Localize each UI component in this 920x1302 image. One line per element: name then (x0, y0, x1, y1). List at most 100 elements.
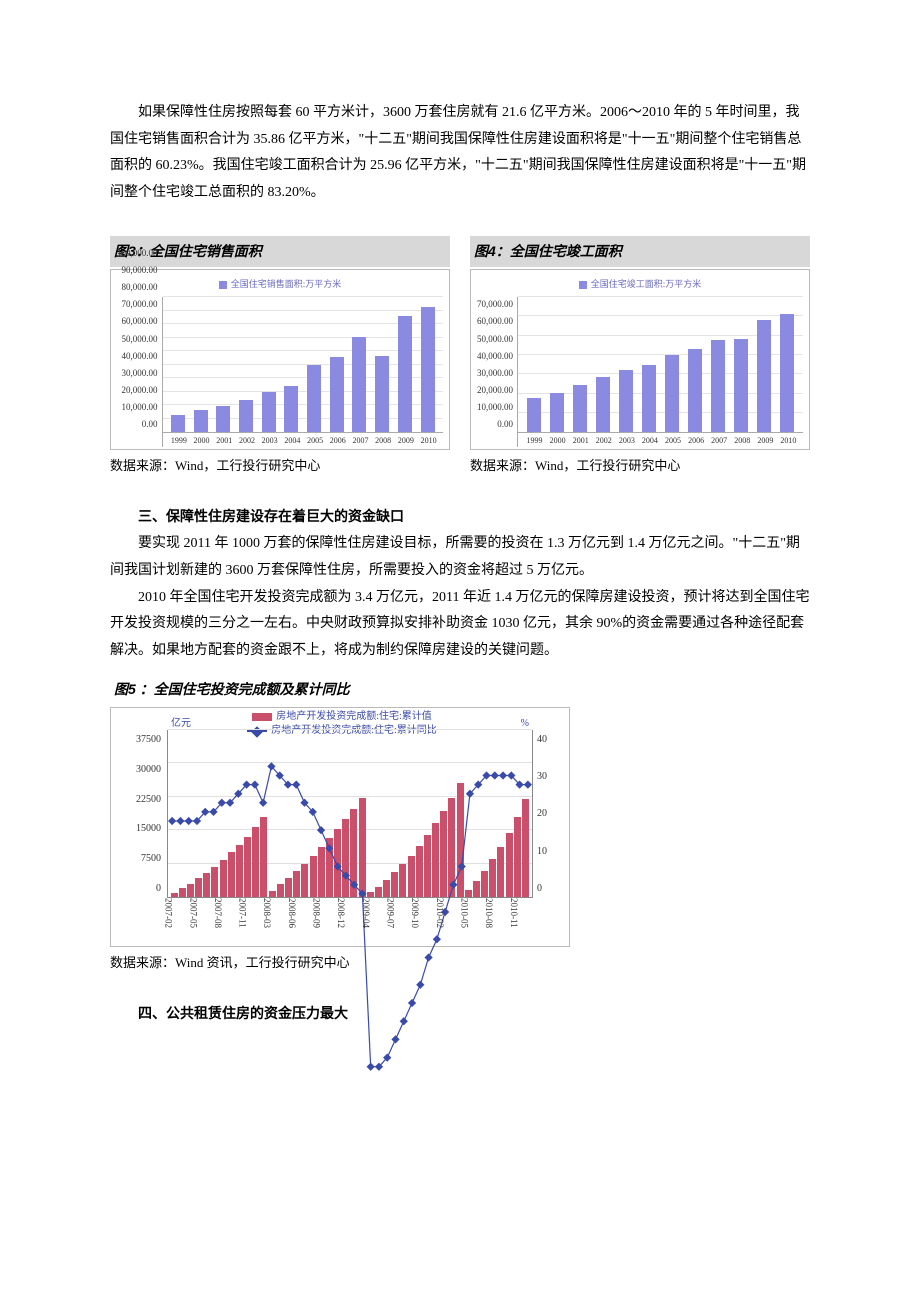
chart5-plot (167, 730, 533, 898)
chart4-legend-text: 全国住宅竣工面积:万平方米 (591, 279, 702, 289)
y-tick: 10,000.00 (117, 399, 158, 416)
chart4-y-axis: 0.0010,000.0020,000.0030,000.0040,000.00… (477, 297, 517, 447)
x-tick: 2007-11 (244, 898, 251, 942)
bar (573, 385, 587, 432)
x-tick: 2010 (421, 433, 435, 447)
y-tick: 40,000.00 (117, 348, 158, 365)
bar (239, 400, 253, 432)
bar (734, 339, 748, 433)
x-tick: 2007-08 (219, 898, 226, 942)
x-tick: 2009 (398, 433, 412, 447)
x-tick: 2005 (307, 433, 321, 447)
bar (216, 406, 230, 432)
chart5-bar-swatch (252, 713, 272, 721)
bar (284, 386, 298, 432)
y-right-tick: 40 (537, 730, 561, 749)
x-tick: 2000 (194, 433, 208, 447)
bar (550, 393, 564, 433)
y-right-tick: 0 (537, 879, 561, 898)
document-page: 如果保障性住房按照每套 60 平方米计，3600 万套住房就有 21.6 亿平方… (0, 0, 920, 1108)
chart5-y-left: 0750015000225003000037500 (119, 730, 161, 898)
chart3-x-axis: 1999200020012002200320042005200620072008… (163, 433, 444, 447)
bar (642, 365, 656, 433)
x-tick: 2005 (665, 433, 679, 447)
y-tick: 80,000.00 (117, 279, 158, 296)
bar (757, 320, 771, 432)
paragraph-1: 如果保障性住房按照每套 60 平方米计，3600 万套住房就有 21.6 亿平方… (110, 100, 810, 206)
x-tick: 2008-09 (318, 898, 325, 942)
x-tick: 2007-05 (194, 898, 201, 942)
x-tick: 2002 (596, 433, 610, 447)
chart5-wrap: 图5 ：全国住宅投资完成额及累计同比 亿元 % 房地产开发投资完成额:住宅:累计… (110, 674, 570, 975)
x-tick: 2002 (239, 433, 253, 447)
x-tick: 2009-10 (416, 898, 423, 942)
x-tick: 2009-04 (367, 898, 374, 942)
chart4-plot: 1999200020012002200320042005200620072008… (517, 297, 803, 447)
y-tick: 60,000.00 (117, 313, 158, 330)
chart5-title: 图5 ：全国住宅投资完成额及累计同比 (110, 674, 570, 705)
bar (711, 340, 725, 433)
chart5-legend-bar: 房地产开发投资完成额:住宅:累计值 (276, 711, 432, 722)
x-tick: 2010-11 (515, 898, 522, 942)
x-tick: 2010-08 (490, 898, 497, 942)
bar (330, 357, 344, 432)
chart4-source: 数据来源：Wind，工行投行研究中心 (470, 454, 810, 479)
x-tick: 2004 (284, 433, 298, 447)
chart3-plot: 1999200020012002200320042005200620072008… (162, 297, 444, 447)
chart3-y-axis: 0.0010,000.0020,000.0030,000.0040,000.00… (117, 297, 162, 447)
y-tick: 30,000.00 (117, 365, 158, 382)
x-tick: 2006 (688, 433, 702, 447)
bar (619, 370, 633, 432)
chart3-legend: 全国住宅销售面积:万平方米 (117, 276, 443, 293)
chart4-legend: 全国住宅竣工面积:万平方米 (477, 276, 803, 293)
y-tick: 100,000.00 (117, 245, 158, 262)
y-left-tick: 15000 (119, 819, 161, 838)
x-tick: 1999 (527, 433, 541, 447)
charts-row-3-4: 图3：全国住宅销售面积 全国住宅销售面积:万平方米 0.0010,000.002… (110, 236, 810, 478)
y-left-tick: 7500 (119, 849, 161, 868)
y-tick: 50,000.00 (117, 331, 158, 348)
chart4-title: 图4：全国住宅竣工面积 (470, 236, 810, 267)
chart4-bars (518, 297, 803, 432)
chart3-legend-swatch (219, 281, 227, 289)
heading-3: 三、保障性住房建设存在着巨大的资金缺口 (110, 505, 810, 532)
x-tick: 2008 (375, 433, 389, 447)
bar (262, 392, 276, 432)
x-tick: 2008-03 (268, 898, 275, 942)
x-tick: 2004 (642, 433, 656, 447)
y-tick: 70,000.00 (477, 296, 513, 313)
x-tick: 2008-06 (293, 898, 300, 942)
x-tick: 2008-12 (342, 898, 349, 942)
y-right-tick: 30 (537, 767, 561, 786)
x-tick: 2006 (330, 433, 344, 447)
chart3-title: 图3：全国住宅销售面积 (110, 236, 450, 267)
x-tick: 2000 (550, 433, 564, 447)
x-tick: 2009 (757, 433, 771, 447)
bar (665, 355, 679, 432)
bar (421, 307, 435, 433)
chart5-y-right: 0 10 20 30 40 (537, 730, 561, 898)
bar (780, 314, 794, 432)
x-tick: 2007-02 (170, 898, 177, 942)
bar (375, 356, 389, 432)
y-left-tick: 30000 (119, 760, 161, 779)
chart4-legend-swatch (579, 281, 587, 289)
y-tick: 0.00 (117, 416, 158, 433)
y-right-tick: 20 (537, 804, 561, 823)
x-tick: 2010-05 (465, 898, 472, 942)
y-tick: 60,000.00 (477, 313, 513, 330)
y-tick: 90,000.00 (117, 262, 158, 279)
chart5-x-axis: 2007-02 2007-05 2007-08 2007-11 2008-03 2008-… (167, 898, 533, 942)
x-tick: 1999 (171, 433, 185, 447)
bar (171, 415, 185, 433)
bar (352, 337, 366, 432)
y-right-tick: 10 (537, 842, 561, 861)
bar (194, 410, 208, 432)
x-tick: 2001 (216, 433, 230, 447)
x-tick: 2010-02 (441, 898, 448, 942)
chart3-bars (163, 297, 444, 432)
x-tick: 2007 (711, 433, 725, 447)
y-left-tick: 37500 (119, 730, 161, 749)
x-tick: 2008 (734, 433, 748, 447)
x-tick: 2007 (352, 433, 366, 447)
